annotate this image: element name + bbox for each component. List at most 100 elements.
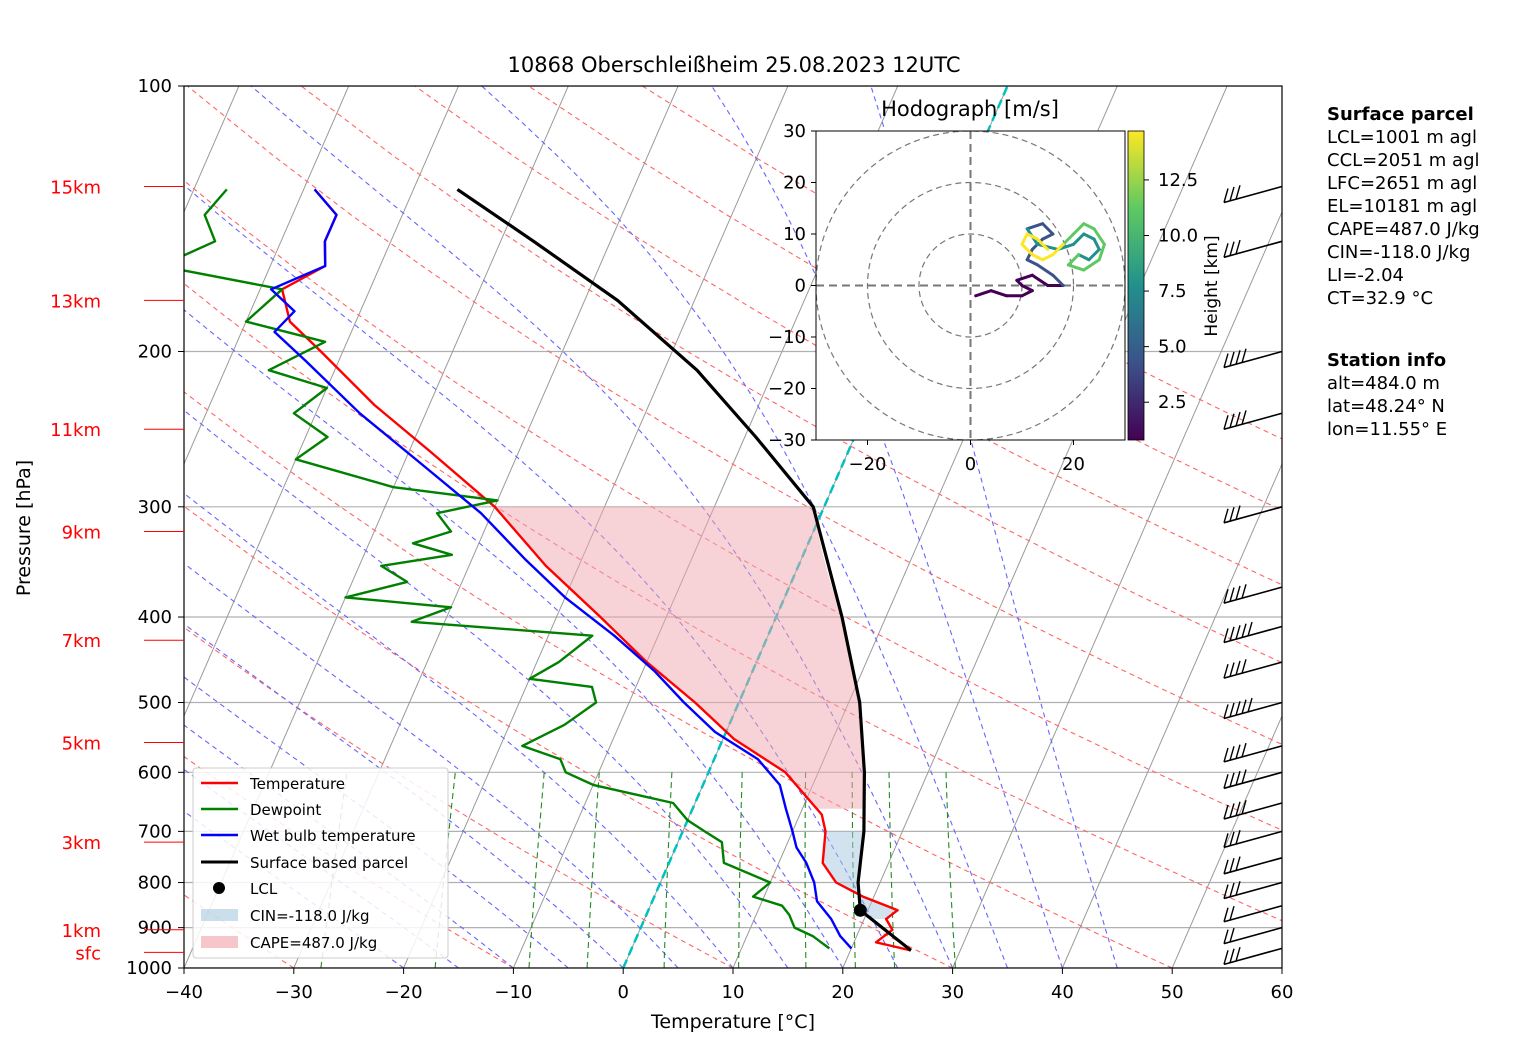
- wind-barb-flag: [1229, 905, 1235, 921]
- x-tick-label: 0: [617, 982, 628, 1003]
- surface-parcel-heading: Surface parcel: [1327, 104, 1474, 125]
- wind-barb-flag: [1229, 507, 1235, 522]
- hodograph-trace: [1020, 284, 1034, 293]
- data-layer: [184, 188, 912, 952]
- hodograph-y-tick-label: −20: [768, 379, 806, 400]
- chart-title: 10868 Oberschleißheim 25.08.2023 12UTC: [508, 53, 961, 77]
- hodograph-trace: [1072, 232, 1086, 246]
- hodograph-trace: [1051, 273, 1065, 287]
- wind-barb-flag: [1235, 660, 1241, 676]
- legend-dewpoint: Dewpoint: [250, 801, 321, 819]
- wind-barb-shaft: [1223, 412, 1283, 431]
- temperature-line: [280, 188, 912, 952]
- y-tick-label: 900: [138, 918, 172, 939]
- legend-wetbulb: Wet bulb temperature: [250, 827, 416, 845]
- mixing-ratio-line: [888, 772, 896, 968]
- wind-barb-flag: [1229, 882, 1235, 898]
- x-tick-label: 50: [1161, 982, 1184, 1003]
- isotherm-line: [184, 86, 459, 718]
- x-tick-label: −30: [275, 982, 313, 1003]
- surface-parcel-line: LCL=1001 m agl: [1327, 127, 1477, 148]
- wind-barb-flag: [1229, 351, 1235, 367]
- legend-temperature: Temperature: [249, 775, 345, 793]
- wind-barb-flag: [1223, 663, 1229, 679]
- wind-barb-shaft: [1223, 904, 1283, 923]
- hodograph-trace: [1025, 247, 1034, 262]
- y-axis-label: Pressure [hPa]: [13, 460, 35, 596]
- legend-lcl: LCL: [250, 880, 278, 898]
- wind-barb-flag: [1223, 747, 1229, 763]
- hodograph-trace: [1097, 242, 1106, 262]
- lcl-marker: [853, 903, 867, 917]
- legend-cin-swatch: [201, 909, 238, 921]
- wind-barb-flag: [1223, 188, 1229, 203]
- mixing-ratio-line: [738, 772, 743, 968]
- wind-barb-flag: [1229, 587, 1235, 602]
- hodograph-trace: [974, 289, 993, 298]
- wind-barb-flag: [1229, 626, 1235, 642]
- colorbar-tick-label: 7.5: [1158, 281, 1187, 302]
- wind-barb-flag: [1223, 884, 1229, 899]
- mixing-ratio-line: [528, 772, 545, 968]
- wind-barb-flag: [1229, 186, 1235, 202]
- moist-adiabat: [184, 309, 844, 968]
- wind-barb-flag: [1235, 801, 1241, 816]
- isotherm-line: [952, 210, 1282, 968]
- hodograph-colorbar: [1127, 130, 1145, 441]
- wind-barb-shaft: [1223, 857, 1283, 875]
- wind-barb-flag: [1229, 413, 1235, 428]
- dry-adiabat: [184, 505, 953, 968]
- height-label: 5km: [62, 733, 101, 754]
- moist-adiabat: [184, 409, 789, 968]
- surface-parcel-panel: Surface parcel LCL=1001 m agl CCL=2051 m…: [1327, 103, 1480, 310]
- y-tick-label: 600: [138, 762, 172, 783]
- moist-adiabat: [184, 623, 624, 968]
- cape-area: [494, 506, 865, 809]
- wind-barb-shaft: [1223, 350, 1283, 369]
- axis-ticks: −40 −30 −20 −10 0 10 20 30 40 50 60100200300400500…: [126, 76, 1293, 1003]
- wind-barb-flag: [1235, 829, 1241, 845]
- wind-barb-flag: [1235, 505, 1241, 520]
- hodograph-ring: [866, 181, 1075, 390]
- x-tick-label: 10: [722, 982, 745, 1003]
- dry-adiabat: [184, 282, 1282, 922]
- wind-barb-flag: [1223, 833, 1229, 848]
- y-tick-label: 800: [138, 873, 172, 894]
- hodograph-trace: [1035, 263, 1055, 277]
- mixing-ratio-line: [663, 772, 673, 968]
- station-info-line: alt=484.0 m: [1327, 373, 1440, 394]
- moist-adiabat: [481, 86, 1009, 968]
- wind-barb-flag: [1235, 411, 1241, 427]
- hodograph-trace: [989, 289, 1009, 298]
- wind-barb-shaft: [1223, 625, 1283, 644]
- hodograph-trace: [1077, 253, 1091, 262]
- wind-barb-shaft: [1223, 701, 1283, 720]
- wind-barb-flag: [1229, 241, 1235, 256]
- hodograph-trace: [1035, 237, 1050, 251]
- hodograph-y-tick-label: 10: [783, 224, 806, 245]
- wind-barb-flag: [1247, 621, 1253, 637]
- station-info-line: lon=11.55° E: [1327, 419, 1448, 440]
- wind-barb-flag: [1235, 770, 1241, 786]
- wind-barb-shaft: [1223, 185, 1283, 204]
- wind-barb-flag: [1235, 946, 1241, 962]
- hodograph-y-tick-label: −30: [768, 430, 806, 451]
- wind-barb-flag: [1223, 415, 1229, 430]
- surface-parcel-line: CIN=-118.0 J/kg: [1327, 242, 1471, 263]
- hodograph-trace: [1087, 247, 1101, 262]
- wind-barb-shaft: [1223, 771, 1283, 790]
- hodograph-trace: [1020, 289, 1034, 298]
- x-tick-label: −10: [494, 982, 532, 1003]
- wind-barb-flag: [1235, 881, 1241, 896]
- wind-barb-flag: [1241, 742, 1247, 758]
- hodograph-trace: [1082, 222, 1096, 231]
- wind-barb-flag: [1223, 859, 1229, 874]
- wind-barb-flag: [1235, 701, 1241, 716]
- height-label: 3km: [62, 833, 101, 854]
- colorbar-label: Height [km]: [1202, 235, 1222, 336]
- legend-cape-swatch: [201, 936, 238, 948]
- wind-barb-flag: [1235, 585, 1241, 601]
- wind-barb-flag: [1229, 858, 1235, 873]
- cin-area: [822, 831, 898, 919]
